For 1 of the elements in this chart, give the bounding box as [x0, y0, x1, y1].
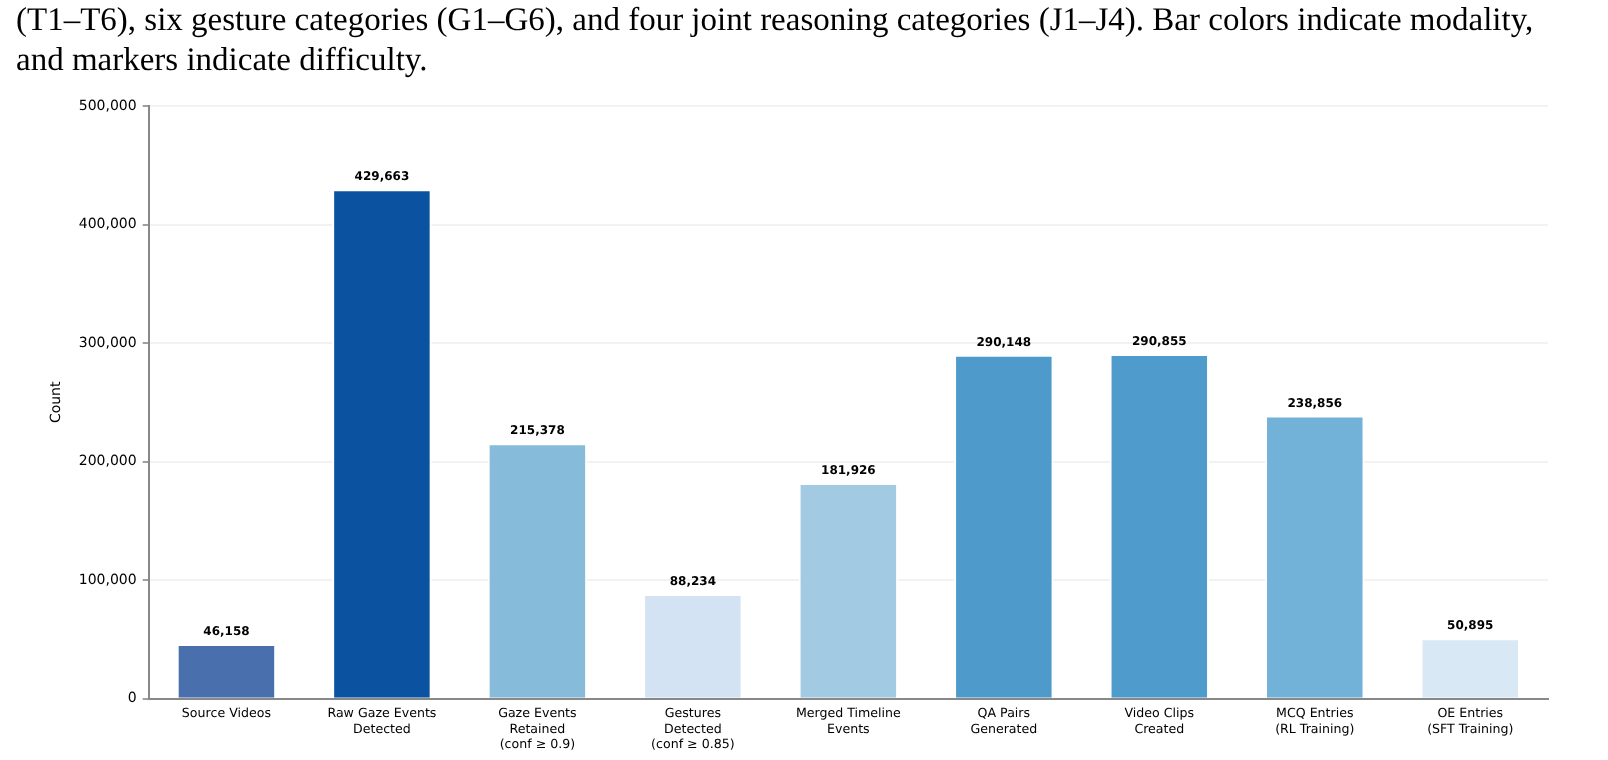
text: (T1–T6), six gesture categories (G1–G6), and four joint reasoning categories (J1–J4). Bar colors indicate modality, and markers indicate difficulty.: [14, 0, 1536, 82]
